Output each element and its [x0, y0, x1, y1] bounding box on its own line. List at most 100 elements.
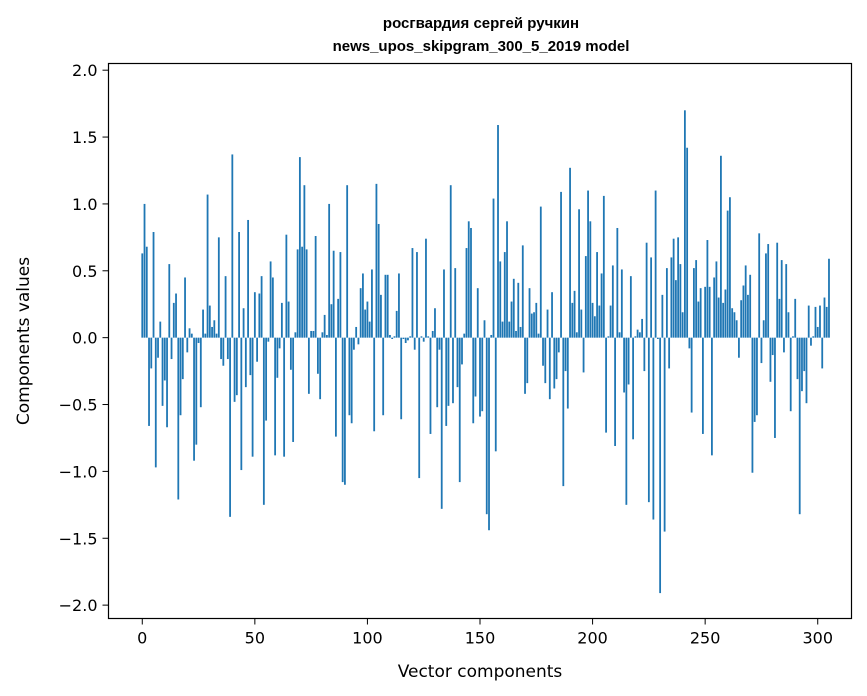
- bar: [148, 337, 150, 426]
- bar: [411, 248, 414, 338]
- bar: [656, 337, 659, 339]
- bar: [679, 264, 682, 338]
- bar: [515, 330, 517, 338]
- bar: [697, 301, 700, 338]
- bar: [231, 154, 234, 338]
- bar: [720, 155, 722, 338]
- bar: [789, 337, 792, 412]
- bar: [157, 337, 159, 358]
- plot-frame: [107, 62, 853, 620]
- bar: [184, 277, 186, 338]
- bar: [521, 245, 524, 338]
- bar: [674, 280, 677, 338]
- bar: [726, 210, 729, 338]
- bar: [711, 337, 713, 456]
- bars-group: [141, 110, 830, 594]
- bar: [816, 326, 819, 338]
- y-tick-label: −0.5: [59, 396, 98, 415]
- bar: [686, 147, 689, 338]
- bar: [690, 337, 693, 413]
- bar: [643, 337, 646, 372]
- bar: [569, 167, 571, 338]
- y-tick-label: −1.5: [59, 529, 98, 548]
- bar: [796, 337, 799, 380]
- bar: [420, 336, 423, 338]
- bar: [384, 274, 387, 338]
- bar: [224, 276, 227, 338]
- bar: [530, 313, 533, 338]
- bar: [409, 336, 412, 338]
- x-tick-label: 300: [802, 629, 833, 648]
- bar: [641, 318, 644, 338]
- bar: [627, 337, 630, 385]
- bar: [303, 185, 306, 338]
- bar: [278, 337, 281, 349]
- bar: [163, 337, 166, 381]
- bar: [609, 305, 612, 338]
- bar: [422, 337, 425, 342]
- bar: [785, 264, 788, 338]
- bar: [584, 256, 587, 338]
- bar: [350, 337, 353, 424]
- bar: [238, 232, 240, 338]
- bar: [602, 195, 605, 338]
- bar: [571, 302, 574, 338]
- bar: [443, 269, 445, 338]
- bar: [774, 337, 776, 438]
- bar: [747, 294, 749, 338]
- bar: [722, 302, 725, 338]
- bar: [337, 298, 340, 338]
- bar: [652, 337, 655, 520]
- bar: [825, 306, 828, 338]
- bar: [713, 277, 716, 338]
- bar: [229, 337, 231, 517]
- bar: [402, 337, 405, 339]
- bar: [145, 246, 148, 338]
- bar: [161, 337, 164, 406]
- bar: [301, 246, 304, 338]
- bar: [715, 261, 718, 338]
- bar: [416, 252, 418, 338]
- bar: [735, 320, 738, 338]
- bar: [233, 337, 236, 402]
- bar: [339, 252, 342, 338]
- bar: [310, 330, 313, 338]
- bar: [179, 337, 182, 416]
- bar: [314, 236, 317, 338]
- bar: [357, 337, 360, 345]
- bar: [749, 274, 752, 338]
- bar: [296, 249, 299, 338]
- bar: [285, 234, 288, 338]
- bar: [740, 300, 743, 338]
- bar: [172, 302, 175, 338]
- bar: [166, 337, 168, 428]
- bar: [373, 337, 376, 432]
- bar: [508, 321, 511, 338]
- bar: [364, 309, 367, 338]
- bar: [188, 328, 191, 338]
- bar: [375, 183, 378, 338]
- bar: [294, 332, 297, 338]
- bar: [702, 337, 704, 434]
- bar: [470, 227, 472, 338]
- bar: [395, 310, 398, 338]
- bar: [150, 337, 153, 369]
- bar: [807, 305, 810, 338]
- bar: [436, 337, 439, 408]
- x-tick-label: 50: [245, 629, 265, 648]
- bar: [753, 337, 756, 422]
- bar: [391, 337, 394, 339]
- bar: [776, 242, 779, 338]
- bar: [616, 227, 619, 338]
- bar: [661, 294, 664, 338]
- bar: [271, 277, 274, 338]
- bar: [326, 334, 328, 338]
- bar: [332, 250, 335, 338]
- bar: [668, 337, 671, 369]
- bar: [663, 337, 666, 532]
- bar: [456, 337, 459, 388]
- bar: [638, 332, 641, 338]
- bar: [195, 337, 198, 445]
- bar: [393, 336, 396, 338]
- bar: [321, 332, 324, 338]
